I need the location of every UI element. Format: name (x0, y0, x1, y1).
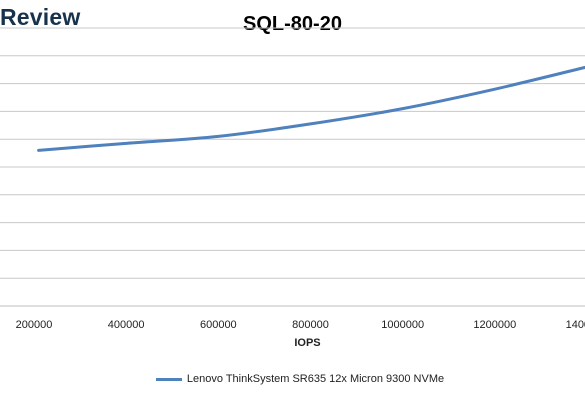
x-axis-tick-labels: 200000 400000 600000 800000 1000000 1200000 14… (16, 319, 585, 331)
x-tick-label: 800000 (292, 319, 329, 331)
chart-title: SQL-80-20 (243, 13, 342, 35)
series-line-0 (37, 65, 585, 152)
gridlines (0, 27, 585, 307)
legend-swatch (155, 377, 182, 381)
legend: Lenovo ThinkSystem SR635 12x Micron 9300… (0, 373, 585, 385)
series-layer (37, 65, 585, 152)
x-tick-label: 1200000 (473, 319, 516, 331)
legend-label: Lenovo ThinkSystem SR635 12x Micron 9300… (186, 373, 445, 385)
x-tick-label: 1400000 (566, 319, 585, 331)
x-axis-title: IOPS (294, 337, 321, 349)
x-tick-label: 400000 (108, 319, 145, 331)
x-tick-label: 600000 (200, 319, 237, 331)
brand-logo-text: Review (0, 4, 81, 30)
x-tick-label: 200000 (16, 319, 53, 331)
x-tick-label: 1000000 (381, 319, 424, 331)
